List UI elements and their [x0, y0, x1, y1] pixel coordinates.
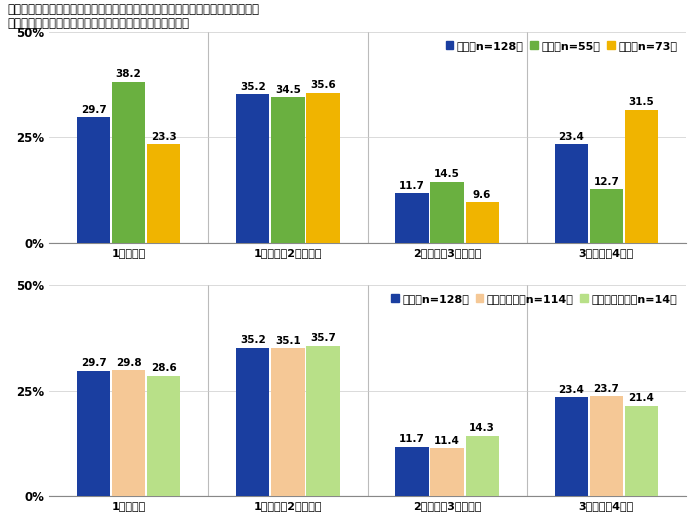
- Bar: [589, 396, 623, 496]
- Text: 35.2: 35.2: [240, 82, 266, 92]
- Text: 31.5: 31.5: [629, 97, 654, 107]
- Bar: [236, 94, 270, 243]
- Bar: [625, 406, 658, 496]
- Text: 対象：自身またはパートナーが産後パパ育休を取得した人: 対象：自身またはパートナーが産後パパ育休を取得した人: [7, 17, 189, 31]
- Bar: [554, 398, 588, 496]
- Bar: [147, 375, 181, 496]
- Text: 35.1: 35.1: [275, 335, 301, 345]
- Bar: [112, 81, 146, 243]
- Bar: [307, 92, 340, 243]
- Bar: [395, 193, 428, 243]
- Bar: [271, 348, 304, 496]
- Text: 自身またはパートナーが実際に取得した産後パパ育休の期間　［単一回答形式］: 自身またはパートナーが実際に取得した産後パパ育休の期間 ［単一回答形式］: [7, 3, 259, 16]
- Text: 29.7: 29.7: [80, 105, 106, 115]
- Bar: [554, 144, 588, 243]
- Text: 35.7: 35.7: [310, 333, 336, 343]
- Bar: [466, 202, 499, 243]
- Text: 28.6: 28.6: [150, 363, 176, 373]
- Bar: [430, 182, 464, 243]
- Text: 38.2: 38.2: [116, 69, 141, 79]
- Text: 35.2: 35.2: [240, 335, 266, 345]
- Bar: [271, 97, 304, 243]
- Text: 9.6: 9.6: [473, 190, 491, 200]
- Text: 23.7: 23.7: [594, 384, 620, 394]
- Bar: [307, 345, 340, 496]
- Text: 35.6: 35.6: [310, 80, 336, 90]
- Bar: [625, 110, 658, 243]
- Text: 23.4: 23.4: [559, 131, 584, 142]
- Bar: [236, 347, 270, 496]
- Text: 11.7: 11.7: [399, 435, 425, 445]
- Text: 14.3: 14.3: [469, 423, 495, 433]
- Text: 23.4: 23.4: [559, 385, 584, 395]
- Bar: [589, 189, 623, 243]
- Bar: [430, 448, 464, 496]
- Bar: [395, 447, 428, 496]
- Bar: [77, 117, 110, 243]
- Text: 21.4: 21.4: [629, 393, 654, 403]
- Legend: 全体［n=128］, 男性［n=55］, 女性［n=73］: 全体［n=128］, 男性［n=55］, 女性［n=73］: [442, 37, 680, 54]
- Bar: [147, 145, 181, 243]
- Text: 11.4: 11.4: [434, 436, 460, 446]
- Text: 29.7: 29.7: [80, 359, 106, 369]
- Text: 12.7: 12.7: [594, 177, 620, 187]
- Text: 29.8: 29.8: [116, 358, 141, 368]
- Text: 23.3: 23.3: [150, 132, 176, 142]
- Legend: 全体［n=128］, 正規雇用者［n=114］, 非正規雇用者［n=14］: 全体［n=128］, 正規雇用者［n=114］, 非正規雇用者［n=14］: [388, 291, 680, 307]
- Bar: [466, 436, 499, 496]
- Text: 14.5: 14.5: [434, 169, 460, 179]
- Bar: [77, 371, 110, 496]
- Text: 34.5: 34.5: [275, 84, 301, 95]
- Text: 11.7: 11.7: [399, 181, 425, 191]
- Bar: [112, 371, 146, 496]
